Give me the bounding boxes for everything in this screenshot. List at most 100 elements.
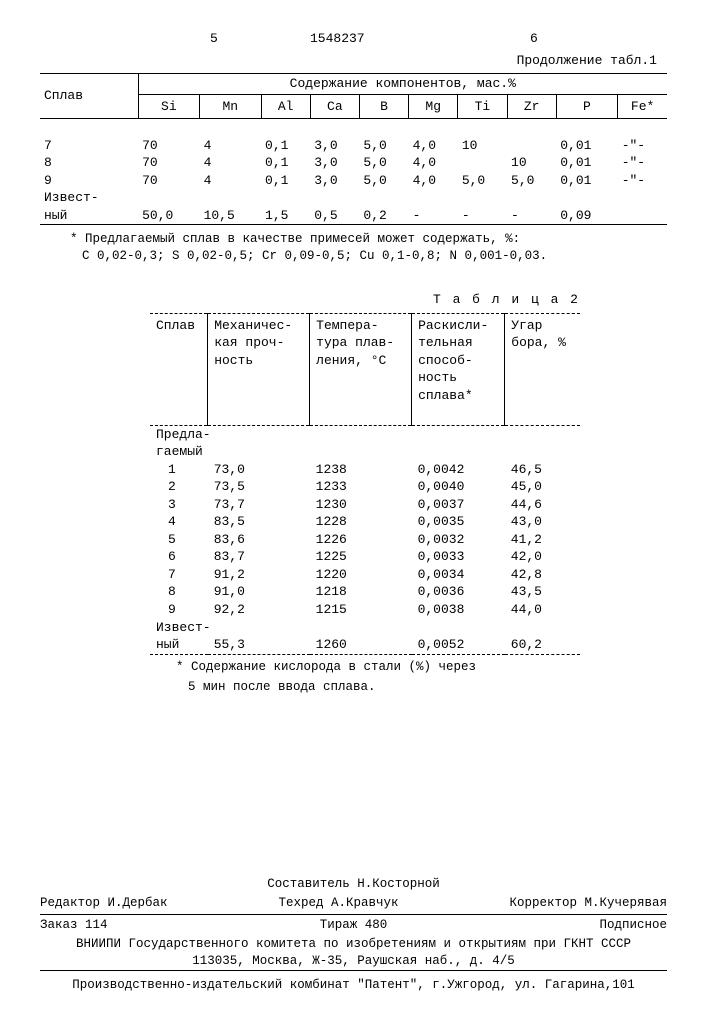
t2-cell: 1228 — [310, 513, 412, 531]
t1-rowhead: Сплав — [40, 74, 138, 119]
tirazh: Тираж 480 — [320, 917, 388, 934]
t1-row-label: 8 — [40, 154, 138, 172]
t2-cell: 44,6 — [505, 496, 580, 514]
t2-cell: 83,7 — [208, 548, 310, 566]
addr1: 113035, Москва, Ж-35, Раушская наб., д. … — [40, 953, 667, 970]
t1-col: Al — [261, 94, 310, 119]
t2-cell: 0,0052 — [412, 636, 505, 654]
t1-row-label: ный — [40, 207, 138, 225]
doc-number: 1548237 — [310, 30, 410, 48]
t1-cell — [507, 189, 556, 207]
t1-cell — [310, 189, 359, 207]
t1-cell — [359, 189, 408, 207]
t2-cell: 43,0 — [505, 513, 580, 531]
t2-cell: 0,0037 — [412, 496, 505, 514]
t2-cell: 0,0036 — [412, 583, 505, 601]
t1-cell: 4,0 — [409, 137, 458, 155]
t1-cell: 3,0 — [310, 137, 359, 155]
techred: Техред А.Кравчук — [278, 895, 398, 912]
t1-cell: 10 — [507, 154, 556, 172]
t1-cell — [458, 189, 507, 207]
t2-cell: 0,0033 — [412, 548, 505, 566]
t2-cell: 9 — [150, 601, 208, 619]
t1-cell — [618, 189, 667, 207]
t2-cell: 42,0 — [505, 548, 580, 566]
t1-row-label: Извест- — [40, 189, 138, 207]
t1-cell: 70 — [138, 137, 199, 155]
t1-cell: - — [409, 207, 458, 225]
t1-cell — [458, 154, 507, 172]
t2-cell: 1230 — [310, 496, 412, 514]
t1-col: Si — [138, 94, 199, 119]
t1-cell: 5,0 — [458, 172, 507, 190]
t1-cell: 5,0 — [359, 154, 408, 172]
t2-cell: 83,5 — [208, 513, 310, 531]
t1-cell: 50,0 — [138, 207, 199, 225]
t2-cell: 4 — [150, 513, 208, 531]
t1-cell: 4,0 — [409, 154, 458, 172]
credits-block: Составитель Н.Косторной Редактор И.Дерба… — [40, 876, 667, 993]
t1-cell: 5,0 — [359, 172, 408, 190]
order: Заказ 114 — [40, 917, 108, 934]
t2-cell: 7 — [150, 566, 208, 584]
t2-cell: 3 — [150, 496, 208, 514]
t2-col: Механичес-кая проч-ность — [208, 313, 310, 425]
t1-footnote-2: C 0,02-0,3; S 0,02-0,5; Cr 0,09-0,5; Cu … — [82, 248, 667, 265]
t1-cell — [409, 189, 458, 207]
t1-col: Mg — [409, 94, 458, 119]
t2-section-label: гаемый — [150, 443, 580, 461]
t2-cell: 0,0034 — [412, 566, 505, 584]
t1-col: Zr — [507, 94, 556, 119]
t1-col: P — [556, 94, 617, 119]
t1-cell: 10 — [458, 137, 507, 155]
t1-cell — [556, 189, 617, 207]
t1-cell: 3,0 — [310, 172, 359, 190]
t1-cell: 0,1 — [261, 154, 310, 172]
t2-footnote-a: * Содержание кислорода в стали (%) через — [176, 659, 580, 676]
table-1: Сплав Содержание компонентов, мас.% SiMn… — [40, 73, 667, 225]
t2-section-label: ный — [150, 636, 208, 654]
t1-cell: 0,01 — [556, 172, 617, 190]
t1-cell — [507, 137, 556, 155]
t2-cell: 55,3 — [208, 636, 310, 654]
t2-cell: 91,0 — [208, 583, 310, 601]
page-num-right: 6 — [530, 30, 550, 48]
t2-cell: 41,2 — [505, 531, 580, 549]
page-header: 5 1548237 6 — [40, 30, 667, 48]
t2-cell: 1238 — [310, 461, 412, 479]
t2-cell: 73,7 — [208, 496, 310, 514]
t1-row-label: 9 — [40, 172, 138, 190]
t1-cell — [261, 189, 310, 207]
t2-cell: 44,0 — [505, 601, 580, 619]
t1-cell — [618, 207, 667, 225]
t2-cell: 2 — [150, 478, 208, 496]
t1-cell: 70 — [138, 172, 199, 190]
t2-cell: 46,5 — [505, 461, 580, 479]
composer: Составитель Н.Косторной — [40, 876, 667, 893]
t2-footnote-b: 5 мин после ввода сплава. — [188, 679, 580, 696]
t2-cell: 83,6 — [208, 531, 310, 549]
t1-group-label: Содержание компонентов, мас.% — [138, 74, 667, 95]
t1-cell: -"- — [618, 172, 667, 190]
t1-cell: -"- — [618, 137, 667, 155]
t2-col: Темпера-тура плав-ления, °С — [310, 313, 412, 425]
t1-col: Mn — [200, 94, 261, 119]
t2-cell: 8 — [150, 583, 208, 601]
t2-cell: 1233 — [310, 478, 412, 496]
t1-cell: 4 — [200, 172, 261, 190]
t1-cell — [200, 189, 261, 207]
t1-cell: 10,5 — [200, 207, 261, 225]
subscript: Подписное — [599, 917, 667, 934]
t2-cell: 45,0 — [505, 478, 580, 496]
t1-cell: 0,1 — [261, 172, 310, 190]
t2-cell: 1 — [150, 461, 208, 479]
t1-footnote-1: * Предлагаемый сплав в качестве примесей… — [70, 231, 667, 248]
t1-cell: 0,09 — [556, 207, 617, 225]
t1-cell: 0,5 — [310, 207, 359, 225]
t2-col: Раскисли-тельнаяспособ-ностьсплава* — [412, 313, 505, 425]
t1-cell — [138, 189, 199, 207]
t2-cell: 1226 — [310, 531, 412, 549]
t2-cell: 43,5 — [505, 583, 580, 601]
t2-cell: 0,0032 — [412, 531, 505, 549]
t2-cell: 1215 — [310, 601, 412, 619]
